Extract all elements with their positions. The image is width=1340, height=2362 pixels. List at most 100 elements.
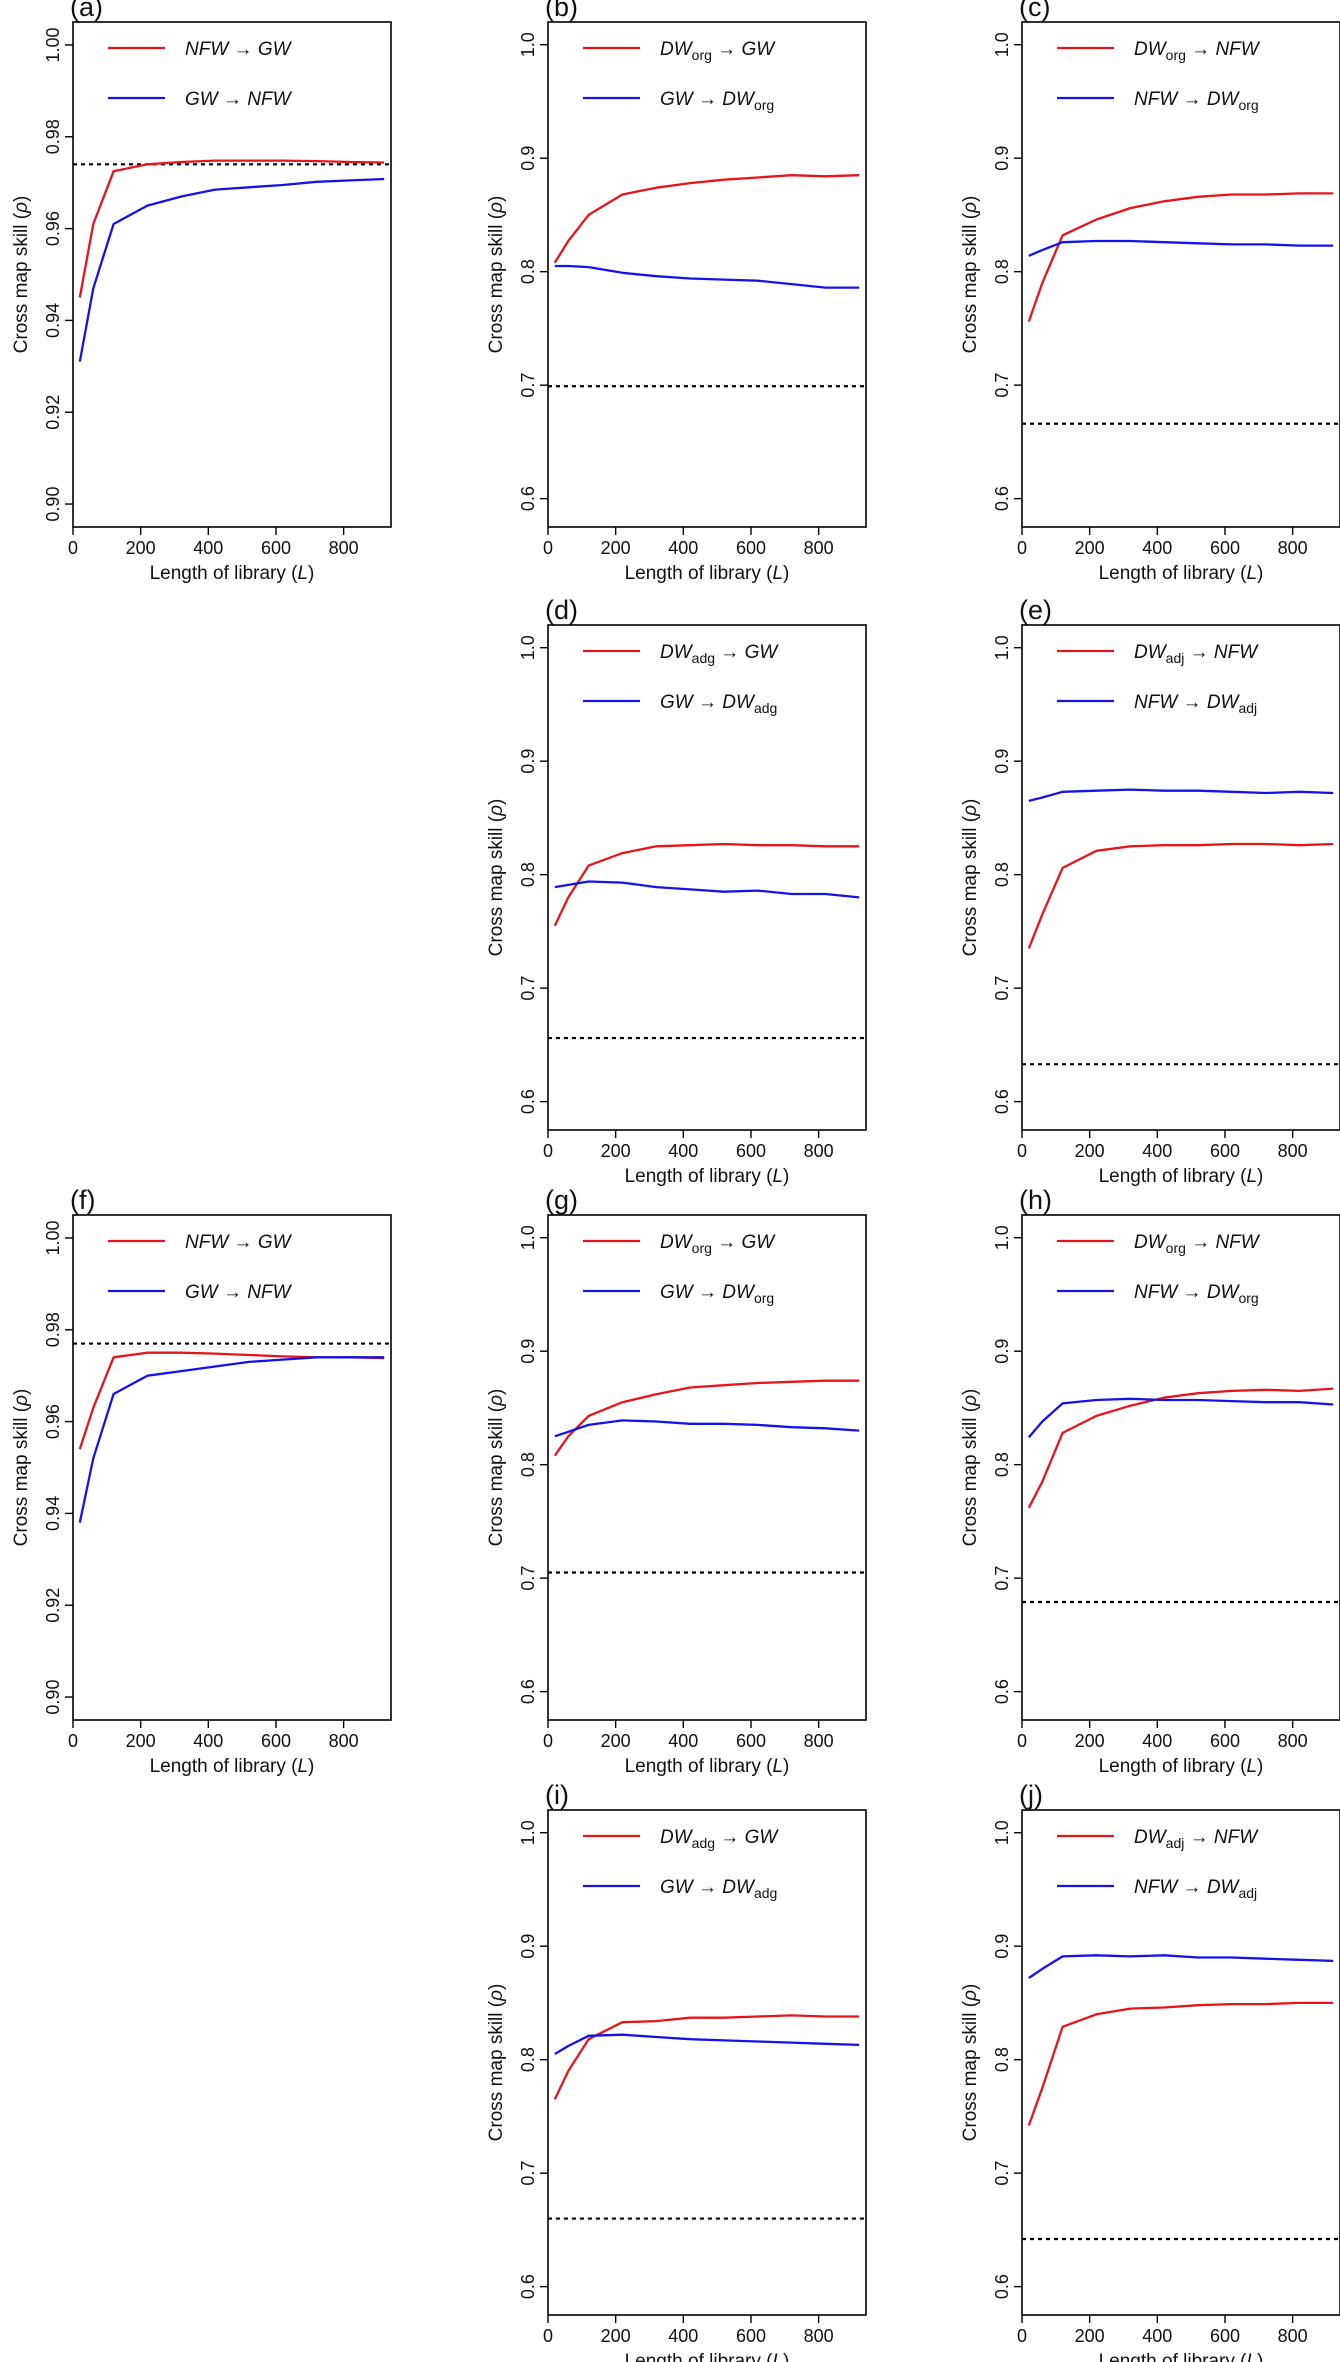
x-tick-label: 0 xyxy=(1017,538,1027,558)
y-tick-label: 1.0 xyxy=(518,1820,538,1845)
legend-entry-blue: NFW → DWadj xyxy=(1134,692,1257,716)
series-line-blue xyxy=(554,880,860,899)
panel-f: (f) 0 200 400 600 800 0.90 0.92 0.94 0.96 0.98 1.00… xyxy=(11,1185,392,1777)
plot-frame xyxy=(547,21,867,528)
y-axis-title: Cross map skill (ρ) xyxy=(11,196,32,354)
legend-entry-red: DWadg → GW xyxy=(660,642,779,666)
y-axis-title: Cross map skill (ρ) xyxy=(486,799,507,957)
x-tick-label: 600 xyxy=(261,1731,291,1751)
x-axis-title: Length of library (L) xyxy=(625,1166,790,1187)
panel-d: (d) 0 200 400 600 800 0.6 0.7 0.8 0.9 1.0 Length of… xyxy=(486,595,867,1187)
x-tick-label: 200 xyxy=(126,538,156,558)
x-tick-label: 0 xyxy=(1017,1731,1027,1751)
y-tick-label: 0.7 xyxy=(992,2161,1012,2186)
y-tick-label: 0.7 xyxy=(992,373,1012,398)
y-tick-label: 0.90 xyxy=(43,1680,63,1715)
panel-g: (g) 0 200 400 600 800 0.6 0.7 0.8 0.9 1.0 Length of… xyxy=(486,1185,867,1777)
x-tick-label: 800 xyxy=(1278,538,1308,558)
y-tick-label: 1.0 xyxy=(992,1820,1012,1845)
y-tick-label: 0.6 xyxy=(518,1679,538,1704)
x-tick-label: 400 xyxy=(1142,1141,1172,1161)
legend-entry-red: DWorg → GW xyxy=(660,1232,776,1256)
panel-label: (g) xyxy=(545,1185,578,1215)
x-tick-label: 600 xyxy=(736,538,766,558)
legend-entry-red: NFW → GW xyxy=(185,1232,293,1253)
x-tick-label: 0 xyxy=(543,2326,553,2346)
y-tick-label: 0.6 xyxy=(992,486,1012,511)
panel-j: (j) 0 200 400 600 800 0.6 0.7 0.8 0.9 1.0 Length of… xyxy=(960,1780,1340,2362)
y-tick-label: 0.98 xyxy=(43,119,63,154)
x-tick-label: 600 xyxy=(1210,2326,1240,2346)
legend-entry-red: DWorg → GW xyxy=(660,39,776,63)
y-tick-label: 1.00 xyxy=(43,1220,63,1255)
y-axis-title: Cross map skill (ρ) xyxy=(486,196,507,354)
y-tick-label: 0.6 xyxy=(518,486,538,511)
x-tick-label: 200 xyxy=(601,1731,631,1751)
x-tick-label: 400 xyxy=(1142,538,1172,558)
y-axis-title: Cross map skill (ρ) xyxy=(960,196,981,354)
series-line-blue xyxy=(554,1419,860,1438)
y-tick-label: 0.9 xyxy=(992,749,1012,774)
legend-entry-red: DWorg → NFW xyxy=(1134,1232,1261,1256)
x-tick-label: 400 xyxy=(1142,2326,1172,2346)
panel-label: (a) xyxy=(70,0,103,22)
y-axis-title: Cross map skill (ρ) xyxy=(960,1984,981,2142)
plot-frame xyxy=(1021,1214,1340,1721)
x-tick-label: 800 xyxy=(1278,2326,1308,2346)
y-tick-label: 0.8 xyxy=(992,259,1012,284)
plot-frame xyxy=(72,1214,392,1721)
y-tick-label: 0.96 xyxy=(43,211,63,246)
x-axis-title: Length of library (L) xyxy=(150,563,315,584)
panel-h: (h) 0 200 400 600 800 0.6 0.7 0.8 0.9 1.0 Length of… xyxy=(960,1185,1340,1777)
y-tick-label: 0.8 xyxy=(518,259,538,284)
y-tick-label: 0.9 xyxy=(992,1934,1012,1959)
y-tick-label: 0.7 xyxy=(518,976,538,1001)
y-tick-label: 0.92 xyxy=(43,1588,63,1623)
y-tick-label: 0.7 xyxy=(518,2161,538,2186)
x-tick-label: 400 xyxy=(668,538,698,558)
panel-c: (c) 0 200 400 600 800 0.6 0.7 0.8 0.9 1.0 Length of… xyxy=(960,0,1340,584)
x-axis-title: Length of library (L) xyxy=(1099,563,1264,584)
legend-entry-red: DWadj → NFW xyxy=(1134,1827,1259,1851)
series-line-red xyxy=(78,159,385,298)
x-tick-label: 600 xyxy=(261,538,291,558)
panel-label: (e) xyxy=(1019,595,1052,625)
panel-label: (h) xyxy=(1019,1185,1052,1215)
panel-label: (f) xyxy=(70,1185,95,1215)
series-line-blue xyxy=(78,177,385,362)
legend-entry-blue: NFW → DWorg xyxy=(1134,1282,1259,1306)
y-tick-label: 0.9 xyxy=(992,146,1012,171)
legend-entry-blue: GW → DWadg xyxy=(660,1877,777,1901)
plot-frame xyxy=(547,624,867,1131)
x-tick-label: 800 xyxy=(329,538,359,558)
x-axis-title: Length of library (L) xyxy=(150,1756,315,1777)
plot-frame xyxy=(1021,624,1340,1131)
legend-entry-blue: GW → NFW xyxy=(185,89,293,110)
y-tick-label: 0.6 xyxy=(992,1679,1012,1704)
legend-entry-red: DWorg → NFW xyxy=(1134,39,1261,63)
y-tick-label: 0.9 xyxy=(518,1934,538,1959)
x-tick-label: 400 xyxy=(668,1731,698,1751)
x-tick-label: 0 xyxy=(68,538,78,558)
panel-label: (c) xyxy=(1019,0,1050,22)
y-tick-label: 0.6 xyxy=(992,2274,1012,2299)
x-tick-label: 400 xyxy=(193,538,223,558)
panel-label: (i) xyxy=(545,1780,569,1810)
x-tick-label: 800 xyxy=(1278,1141,1308,1161)
x-tick-label: 600 xyxy=(736,2326,766,2346)
legend-entry-blue: GW → NFW xyxy=(185,1282,293,1303)
series-line-red xyxy=(1027,192,1334,322)
panel-e: (e) 0 200 400 600 800 0.6 0.7 0.8 0.9 1.0 Length of… xyxy=(960,595,1340,1187)
y-tick-label: 1.0 xyxy=(518,1225,538,1250)
x-tick-label: 400 xyxy=(1142,1731,1172,1751)
plot-frame xyxy=(72,21,392,528)
y-tick-label: 1.0 xyxy=(992,635,1012,660)
y-tick-label: 0.9 xyxy=(518,749,538,774)
y-tick-label: 1.0 xyxy=(518,635,538,660)
panel-label: (d) xyxy=(545,595,578,625)
series-line-blue xyxy=(1028,1954,1334,1979)
y-axis-title: Cross map skill (ρ) xyxy=(960,1389,981,1547)
x-tick-label: 200 xyxy=(601,2326,631,2346)
y-tick-label: 0.9 xyxy=(518,1339,538,1364)
